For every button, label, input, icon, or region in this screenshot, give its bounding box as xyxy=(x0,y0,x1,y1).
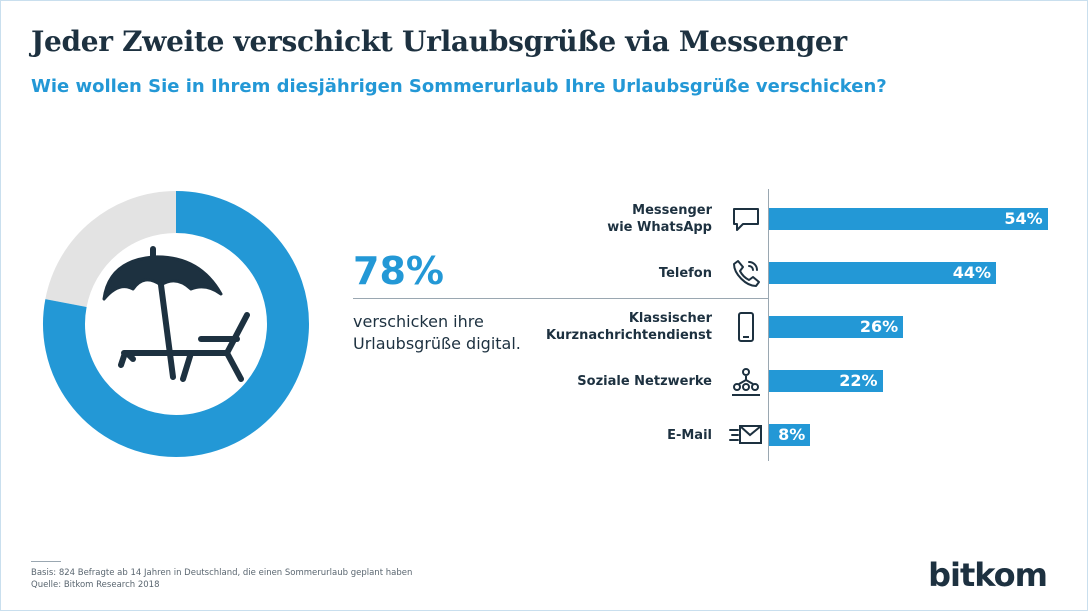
bar-category-label: Klassischer Kurznachrichtendienst xyxy=(546,311,712,343)
bar-category-label: Telefon xyxy=(658,265,712,281)
footnote-source: Quelle: Bitkom Research 2018 xyxy=(31,580,160,590)
bar: 22% xyxy=(769,370,883,392)
donut-slice-remainder xyxy=(45,191,177,308)
bar-value-label: 22% xyxy=(839,371,878,390)
bar-value-label: 54% xyxy=(1004,209,1043,228)
bitkom-logo: bitkom xyxy=(928,556,1048,594)
bar-category-label: Soziale Netzwerke xyxy=(577,373,712,389)
highlight-percentage: 78% xyxy=(353,249,444,293)
connector-line xyxy=(353,298,768,299)
social-network-icon xyxy=(732,368,760,396)
footnote: Basis: 824 Befragte ab 14 Jahren in Deut… xyxy=(31,567,412,591)
chat-bubble-icon xyxy=(733,208,759,231)
bar-value-label: 8% xyxy=(778,425,806,444)
bar: 26% xyxy=(769,316,904,338)
bar-category-label: Messenger wie WhatsApp xyxy=(607,203,712,235)
bar-value-label: 26% xyxy=(859,317,899,336)
bar-axis xyxy=(768,189,769,461)
mobile-phone-icon xyxy=(738,312,754,342)
footnote-basis: Basis: 824 Befragte ab 14 Jahren in Deut… xyxy=(31,568,413,578)
bar-category-label: E-Mail xyxy=(667,427,712,443)
bar: 54% xyxy=(769,208,1048,230)
phone-icon xyxy=(733,260,760,287)
bar-value-label: 44% xyxy=(952,263,992,282)
chart-subtitle: Wie wollen Sie in Ihrem diesjährigen Som… xyxy=(31,76,887,97)
email-icon xyxy=(729,425,762,444)
bar: 44% xyxy=(769,262,997,284)
donut-slice-digital xyxy=(43,191,309,457)
beach-umbrella-lounger-icon xyxy=(102,246,250,382)
footnote-rule xyxy=(31,561,61,562)
donut-chart xyxy=(43,191,309,457)
chart-title: Jeder Zweite verschickt Urlaubsgrüße via… xyxy=(31,25,847,58)
bar: 8% xyxy=(769,424,811,446)
highlight-description: verschicken ihre Urlaubsgrüße digital. xyxy=(353,312,521,353)
